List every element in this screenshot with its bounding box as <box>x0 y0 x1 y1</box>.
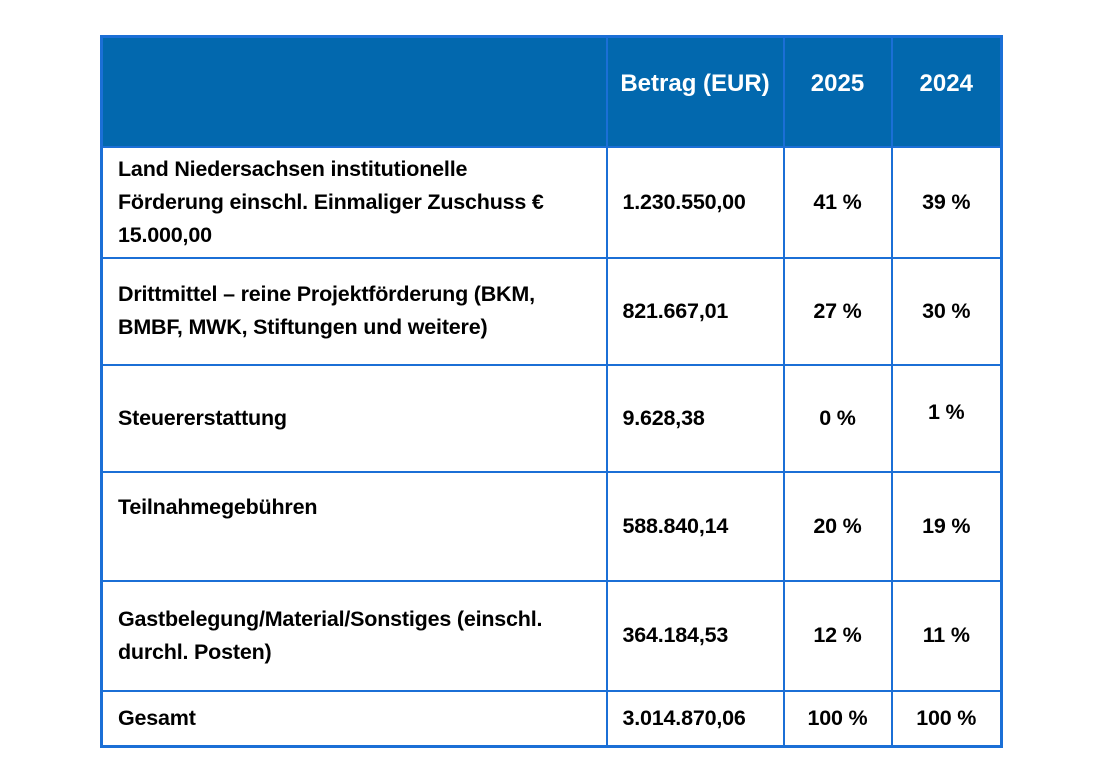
header-2024: 2024 <box>890 35 1003 148</box>
betrag-value: 9.628,38 <box>605 363 785 473</box>
table-row-gastbelegung: Gastbelegung/Material/Sonstiges (einschl… <box>100 579 1003 692</box>
table-row-gesamt: Gesamt 3.014.870,06 100 % 100 % <box>100 689 1003 748</box>
pct-2024-value: 1 % <box>890 363 1003 473</box>
pct-2025-value: 20 % <box>782 470 893 582</box>
betrag-value: 364.184,53 <box>605 579 785 692</box>
betrag-value: 821.667,01 <box>605 256 785 366</box>
header-empty-cell <box>100 35 608 148</box>
header-2025: 2025 <box>782 35 893 148</box>
table-row-drittmittel: Drittmittel – reine Projektförderung (BK… <box>100 256 1003 366</box>
pct-2024-value: 19 % <box>890 470 1003 582</box>
row-label: Land Niedersachsen institutionelle Förde… <box>100 145 608 259</box>
betrag-value: 1.230.550,00 <box>605 145 785 259</box>
pct-2025-value: 41 % <box>782 145 893 259</box>
pct-2024-value: 11 % <box>890 579 1003 692</box>
pct-2024-value: 39 % <box>890 145 1003 259</box>
row-label: Teilnahmegebühren <box>100 470 608 582</box>
row-label: Steuererstattung <box>100 363 608 473</box>
table-row-steuererstattung: Steuererstattung 9.628,38 0 % 1 % <box>100 363 1003 473</box>
pct-2024-value: 100 % <box>890 689 1003 748</box>
betrag-value: 588.840,14 <box>605 470 785 582</box>
table-row-teilnahmegebuehren: Teilnahmegebühren 588.840,14 20 % 19 % <box>100 470 1003 582</box>
pct-2024-value: 30 % <box>890 256 1003 366</box>
pct-2025-value: 100 % <box>782 689 893 748</box>
pct-2025-value: 0 % <box>782 363 893 473</box>
row-label: Gesamt <box>100 689 608 748</box>
pct-2025-value: 27 % <box>782 256 893 366</box>
header-betrag: Betrag (EUR) <box>605 35 785 148</box>
table-row-land-niedersachsen: Land Niedersachsen institutionelle Förde… <box>100 145 1003 259</box>
finanzierung-table: Betrag (EUR) 2025 2024 Land Niedersachse… <box>100 35 1003 748</box>
header-row: Betrag (EUR) 2025 2024 <box>100 35 1003 148</box>
betrag-value: 3.014.870,06 <box>605 689 785 748</box>
row-label: Drittmittel – reine Projektförderung (BK… <box>100 256 608 366</box>
row-label: Gastbelegung/Material/Sonstiges (einschl… <box>100 579 608 692</box>
pct-2025-value: 12 % <box>782 579 893 692</box>
